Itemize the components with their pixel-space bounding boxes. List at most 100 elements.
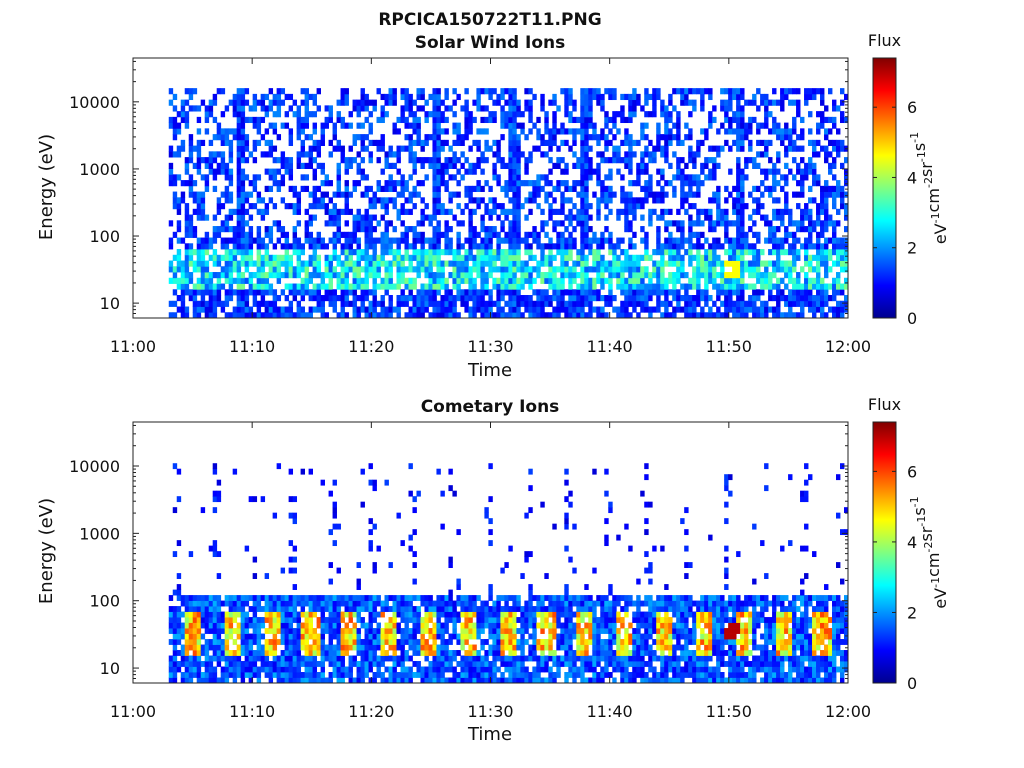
heatmap-cell bbox=[456, 134, 461, 141]
heatmap-cell bbox=[320, 237, 325, 244]
heatmap-cell bbox=[264, 231, 270, 238]
heatmap-cell bbox=[844, 214, 849, 221]
heatmap-cell bbox=[256, 231, 262, 238]
heatmap-cell bbox=[208, 639, 214, 645]
heatmap-cell bbox=[408, 277, 413, 284]
heatmap-cell bbox=[392, 655, 397, 662]
heatmap-cell bbox=[528, 249, 533, 256]
heatmap-cell bbox=[528, 266, 533, 273]
heatmap-cell bbox=[392, 672, 397, 678]
heatmap-cell bbox=[512, 139, 517, 146]
heatmap-cell bbox=[664, 157, 669, 164]
heatmap-cell bbox=[616, 243, 621, 250]
heatmap-cell bbox=[388, 220, 393, 227]
heatmap-cell bbox=[540, 272, 545, 279]
heatmap-cell bbox=[648, 289, 653, 296]
heatmap-cell bbox=[596, 312, 601, 319]
heatmap-cell bbox=[620, 249, 625, 256]
heatmap-cell bbox=[520, 295, 525, 302]
heatmap-cell bbox=[384, 595, 389, 601]
heatmap-cell bbox=[436, 289, 441, 296]
heatmap-cell bbox=[540, 254, 545, 261]
heatmap-cell bbox=[560, 277, 565, 284]
heatmap-cell bbox=[568, 128, 573, 135]
heatmap-cell bbox=[420, 295, 425, 302]
heatmap-cell bbox=[776, 208, 781, 215]
heatmap-cell bbox=[668, 300, 673, 307]
heatmap-cell bbox=[580, 151, 585, 158]
heatmap-cell bbox=[760, 168, 765, 175]
heatmap-cell bbox=[216, 677, 222, 684]
heatmap-cell bbox=[824, 300, 829, 307]
heatmap-cell bbox=[240, 116, 246, 124]
heatmap-cell bbox=[312, 639, 317, 645]
heatmap-cell bbox=[280, 272, 286, 279]
heatmap-cell bbox=[196, 162, 202, 169]
heatmap-cell bbox=[668, 260, 673, 267]
heatmap-cell bbox=[756, 312, 761, 319]
heatmap-cell bbox=[492, 300, 497, 307]
heatmap-cell bbox=[584, 266, 589, 273]
heatmap-cell bbox=[392, 162, 397, 169]
heatmap-cell bbox=[500, 277, 505, 284]
heatmap-cell bbox=[196, 306, 202, 313]
heatmap-cell bbox=[632, 295, 637, 302]
heatmap-cell bbox=[604, 226, 609, 233]
heatmap-cell bbox=[308, 600, 313, 607]
heatmap-cell bbox=[752, 220, 757, 227]
heatmap-cell bbox=[288, 622, 294, 629]
heatmap-cell bbox=[464, 289, 469, 296]
heatmap-cell bbox=[204, 260, 210, 267]
heatmap-cell bbox=[564, 185, 569, 192]
heatmap-cell bbox=[508, 157, 513, 164]
heatmap-cell bbox=[192, 600, 198, 607]
heatmap-cell bbox=[776, 237, 781, 244]
heatmap-cell bbox=[816, 214, 821, 221]
heatmap-cell bbox=[564, 266, 569, 273]
heatmap-cell bbox=[712, 249, 717, 256]
heatmap-cell bbox=[224, 622, 230, 629]
heatmap-cell bbox=[496, 174, 501, 181]
heatmap-cell bbox=[424, 289, 429, 296]
heatmap-cell bbox=[388, 639, 393, 645]
heatmap-cell bbox=[300, 312, 305, 319]
heatmap-cell bbox=[336, 214, 341, 221]
heatmap-cell bbox=[332, 655, 337, 662]
heatmap-cell bbox=[636, 203, 641, 210]
heatmap-cell bbox=[792, 88, 797, 95]
x-tick-label: 12:00 bbox=[825, 337, 871, 356]
heatmap-cell bbox=[692, 254, 697, 261]
heatmap-cell bbox=[612, 145, 617, 152]
heatmap-cell bbox=[224, 266, 230, 273]
heatmap-cell bbox=[288, 272, 294, 279]
heatmap-cell bbox=[240, 289, 246, 296]
heatmap-cell bbox=[180, 677, 186, 684]
heatmap-cell bbox=[352, 300, 357, 307]
heatmap-cell bbox=[628, 151, 633, 158]
heatmap-cell bbox=[640, 266, 645, 273]
heatmap-cell bbox=[440, 203, 445, 210]
heatmap-cell bbox=[192, 208, 198, 215]
heatmap-cell bbox=[256, 628, 262, 634]
heatmap-cell bbox=[364, 214, 369, 221]
heatmap-cell bbox=[440, 145, 445, 152]
heatmap-cell bbox=[652, 289, 657, 296]
heatmap-cell bbox=[796, 312, 801, 319]
heatmap-cell bbox=[388, 295, 393, 302]
heatmap-cell bbox=[600, 260, 605, 267]
heatmap-cell bbox=[752, 295, 757, 302]
heatmap-cell bbox=[828, 168, 833, 175]
heatmap-cell bbox=[212, 254, 218, 261]
heatmap-cell bbox=[776, 157, 781, 164]
heatmap-cell bbox=[400, 266, 405, 273]
heatmap-cell bbox=[628, 300, 633, 307]
heatmap-cell bbox=[508, 180, 513, 187]
heatmap-cell bbox=[812, 220, 817, 227]
heatmap-cell bbox=[396, 677, 401, 684]
heatmap-cell bbox=[224, 249, 230, 256]
heatmap-cell bbox=[672, 105, 677, 112]
heatmap-cell bbox=[816, 122, 821, 129]
heatmap-cell bbox=[540, 174, 545, 181]
heatmap-cell bbox=[244, 254, 250, 261]
x-ticks-solar-wind: 11:00 11:10 11:20 11:30 11:40 11:50 12:00 bbox=[110, 58, 871, 356]
